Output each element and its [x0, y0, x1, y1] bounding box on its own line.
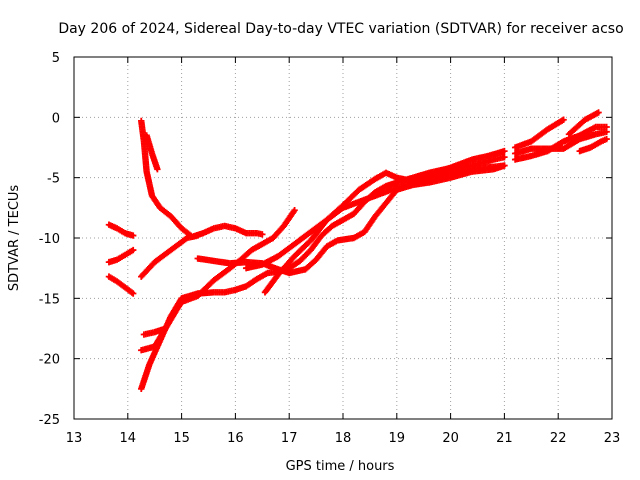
series-arc-k — [261, 162, 508, 296]
series-arc-m — [511, 116, 567, 151]
y-tick-label: -20 — [39, 353, 60, 368]
data-point — [154, 166, 161, 173]
grid — [74, 57, 612, 419]
series-arc-b — [105, 246, 137, 266]
chart-title: Day 206 of 2024, Sidereal Day-to-day VTE… — [58, 21, 623, 37]
y-axis-label: SDTVAR / TECUs — [7, 185, 22, 292]
x-tick-label: 19 — [389, 431, 406, 446]
data-point — [291, 207, 298, 214]
x-axis-label: GPS time / hours — [286, 459, 395, 474]
series-arc-a — [105, 221, 137, 239]
data-point — [162, 325, 169, 332]
series-arc-d — [138, 117, 266, 240]
series-arc-p — [576, 135, 610, 155]
x-tick-label: 20 — [442, 431, 459, 446]
x-tick-label: 18 — [335, 431, 352, 446]
x-tick-label: 21 — [496, 431, 513, 446]
data-point — [129, 232, 137, 239]
y-tick-label: 0 — [52, 111, 60, 126]
series-arc-c — [105, 273, 137, 297]
y-tick-label: -25 — [39, 413, 60, 428]
axis-ticks: 13 14 15 16 17 18 19 20 21 22 23 -25 -20 -15 -10 -5 0 5 — [39, 51, 621, 446]
x-tick-label: 13 — [66, 431, 83, 446]
x-tick-label: 22 — [550, 431, 567, 446]
data-point — [501, 147, 508, 155]
x-tick-label: 16 — [227, 431, 244, 446]
x-tick-label: 17 — [281, 431, 298, 446]
data-point — [259, 231, 266, 238]
data-point — [194, 232, 201, 239]
series-arc-q — [565, 109, 602, 138]
x-tick-label: 23 — [604, 431, 621, 446]
x-tick-label: 15 — [173, 431, 190, 446]
x-tick-label: 14 — [120, 431, 137, 446]
y-tick-label: -15 — [39, 292, 60, 307]
data-point — [560, 116, 567, 123]
series-arc-e — [143, 132, 161, 173]
series-arc-i — [140, 325, 169, 338]
data-point — [501, 162, 508, 169]
data-point — [603, 128, 610, 136]
data-point — [595, 109, 602, 116]
series-arc-j — [194, 162, 508, 277]
data-point — [129, 246, 137, 254]
y-tick-label: -5 — [47, 172, 60, 187]
data-point — [603, 135, 610, 143]
series-arc-f — [138, 232, 201, 280]
series-arc-l — [242, 147, 508, 272]
series-arc-g — [138, 153, 508, 393]
plot-area — [105, 109, 610, 393]
y-tick-label: 5 — [52, 51, 60, 66]
series-arc-o — [511, 128, 610, 157]
data-point — [129, 290, 137, 297]
y-tick-label: -10 — [39, 232, 60, 247]
data-point — [501, 153, 508, 161]
